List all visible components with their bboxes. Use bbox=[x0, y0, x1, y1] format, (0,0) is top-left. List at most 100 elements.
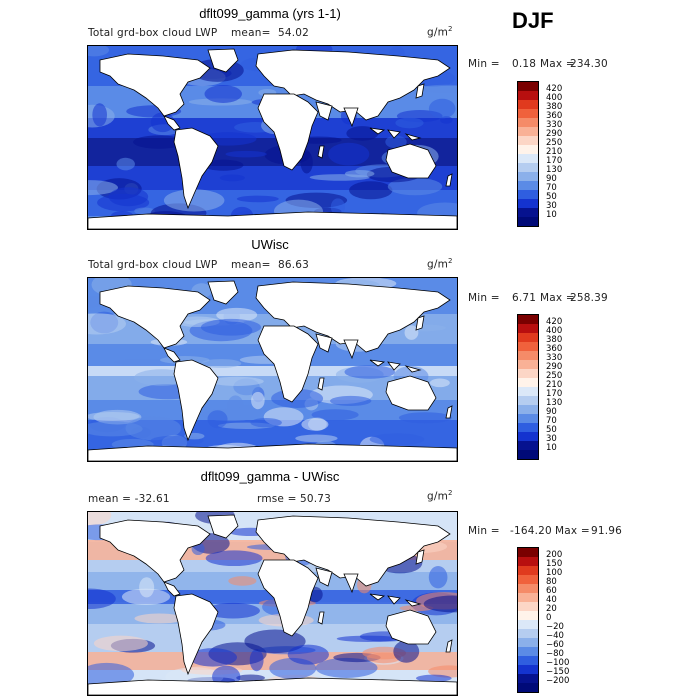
field-blotch bbox=[85, 411, 140, 421]
field-blotch bbox=[287, 644, 329, 665]
land-outline bbox=[255, 515, 451, 587]
colorbar-swatch bbox=[518, 656, 538, 666]
field-blotch bbox=[135, 273, 158, 289]
colorbar-tick-label: −40 bbox=[546, 631, 564, 641]
field-blotch bbox=[428, 566, 448, 589]
field-blotch bbox=[150, 112, 175, 133]
field-blotch bbox=[134, 207, 155, 215]
land-outline bbox=[255, 281, 451, 353]
field-blotch bbox=[344, 169, 375, 178]
field-blotch bbox=[134, 613, 184, 624]
field-blotch bbox=[200, 318, 262, 336]
colorbar-swatch bbox=[518, 190, 538, 200]
colorbar-tick-label: 290 bbox=[546, 362, 563, 372]
field-blotch bbox=[133, 135, 185, 149]
panel-1-colorbar bbox=[517, 81, 539, 227]
colorbar-tick-label: 290 bbox=[546, 129, 563, 139]
field-blotch bbox=[80, 421, 143, 437]
colorbar-swatch bbox=[518, 665, 538, 675]
colorbar-tick-label: 380 bbox=[546, 102, 563, 112]
colorbar-tick-label: 80 bbox=[546, 577, 557, 587]
land-outline bbox=[343, 339, 359, 360]
colorbar-swatch bbox=[518, 82, 538, 92]
colorbar-swatch bbox=[518, 136, 538, 146]
colorbar-swatch bbox=[518, 333, 538, 343]
colorbar-tick-label: 360 bbox=[546, 344, 563, 354]
land-outline bbox=[415, 83, 425, 99]
land-outline bbox=[415, 549, 425, 565]
land-outline bbox=[387, 361, 401, 371]
panel-3-rmse-label: rmse = bbox=[257, 493, 297, 505]
colorbar-swatch bbox=[518, 324, 538, 334]
land-outline bbox=[87, 677, 458, 696]
colorbar-tick-label: 30 bbox=[546, 201, 557, 211]
colorbar-swatch bbox=[518, 611, 538, 621]
land-outline bbox=[255, 49, 451, 121]
land-outline bbox=[99, 519, 211, 583]
land-outline bbox=[315, 333, 333, 353]
panel-2-mean-label: mean= bbox=[231, 259, 271, 271]
field-blotch bbox=[228, 576, 257, 586]
colorbar-tick-label: 360 bbox=[546, 111, 563, 121]
panel-3-colorbar bbox=[517, 547, 539, 693]
colorbar-swatch bbox=[518, 423, 538, 433]
panel-3-rmse-value: 50.73 bbox=[300, 493, 332, 505]
land-outline bbox=[173, 127, 219, 210]
field-blotch bbox=[346, 126, 379, 141]
colorbar-swatch bbox=[518, 629, 538, 639]
land-outline bbox=[317, 611, 325, 625]
colorbar-swatch bbox=[518, 566, 538, 576]
field-blotch bbox=[116, 157, 135, 171]
colorbar-tick-label: 70 bbox=[546, 416, 557, 426]
colorbar-swatch bbox=[518, 163, 538, 173]
colorbar-tick-label: 420 bbox=[546, 317, 563, 327]
colorbar-swatch bbox=[518, 432, 538, 442]
colorbar-tick-label: 150 bbox=[546, 559, 563, 569]
field-blotch bbox=[206, 602, 260, 619]
colorbar-tick-label: −200 bbox=[546, 676, 570, 686]
field-blotch bbox=[204, 85, 243, 103]
panel-1-units: g/m2 bbox=[427, 25, 453, 39]
colorbar-tick-label: 130 bbox=[546, 398, 563, 408]
colorbar-swatch bbox=[518, 145, 538, 155]
colorbar-swatch bbox=[518, 414, 538, 424]
field-blotch bbox=[188, 648, 237, 667]
land-outline bbox=[173, 359, 219, 442]
colorbar-tick-label: 210 bbox=[546, 147, 563, 157]
colorbar-swatch bbox=[518, 620, 538, 630]
field-blotch bbox=[344, 365, 395, 379]
panel-2-max-label: Max = bbox=[540, 292, 575, 304]
land-outline bbox=[257, 93, 319, 171]
land-outline bbox=[369, 127, 386, 135]
land-outline bbox=[404, 365, 422, 373]
colorbar-tick-label: 380 bbox=[546, 335, 563, 345]
panel-2-title: UWisc bbox=[251, 237, 289, 252]
colorbar-swatch bbox=[518, 638, 538, 648]
land-outline bbox=[445, 639, 453, 653]
colorbar-tick-label: 400 bbox=[546, 326, 563, 336]
field-blotch bbox=[93, 635, 148, 652]
field-blotch bbox=[216, 307, 258, 322]
field-blotch bbox=[207, 410, 228, 429]
field-blotch bbox=[336, 635, 400, 642]
land-outline bbox=[387, 129, 401, 139]
field-blotch bbox=[210, 376, 264, 386]
panel-3-map bbox=[63, 504, 484, 700]
colorbar-tick-label: 60 bbox=[546, 586, 557, 596]
panel-1-mean-value: 54.02 bbox=[278, 27, 310, 39]
colorbar-tick-label: 90 bbox=[546, 407, 557, 417]
land-outline bbox=[343, 107, 359, 128]
field-blotch bbox=[311, 409, 359, 421]
field-blotch bbox=[108, 187, 149, 207]
land-outline bbox=[173, 593, 219, 676]
field-blotch bbox=[236, 195, 279, 203]
field-blotch bbox=[236, 674, 265, 682]
field-blotch bbox=[201, 359, 242, 368]
colorbar-tick-label: 0 bbox=[546, 613, 552, 623]
field-blotch bbox=[416, 674, 452, 682]
field-blotch bbox=[329, 395, 372, 406]
land-outline bbox=[385, 143, 437, 179]
panel-1-max-value: 234.30 bbox=[570, 58, 608, 70]
land-outline bbox=[387, 595, 401, 605]
panel-3-mean-label: mean = -32.61 bbox=[88, 493, 170, 505]
